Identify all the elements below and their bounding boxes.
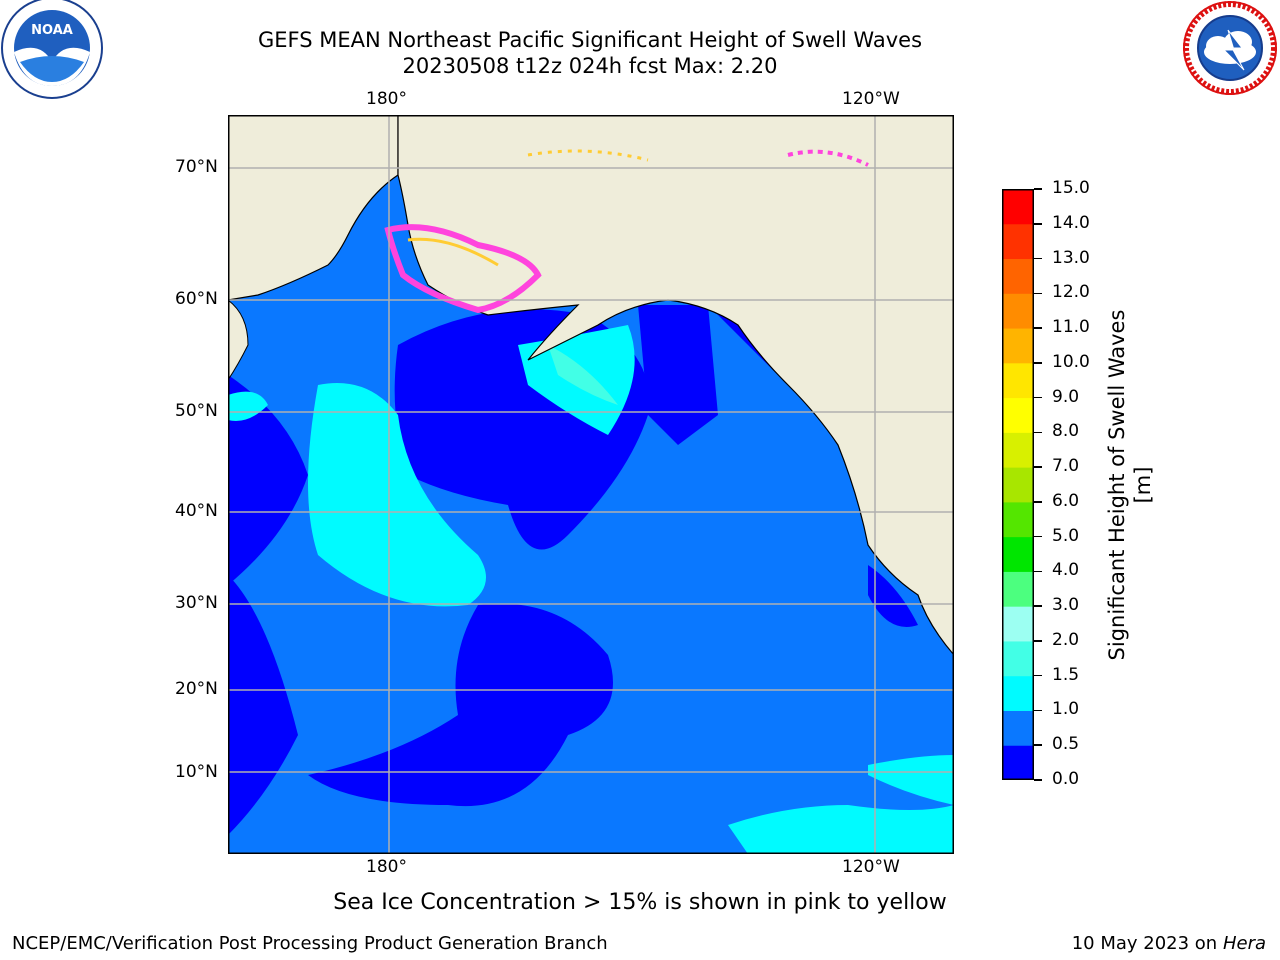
colorbar-tick-label: 3.0 [1052,595,1080,616]
colorbar-segment-12 [1002,328,1034,364]
colorbar-segment-13 [1002,293,1034,329]
lat-label-50n: 50°N [175,401,218,421]
lat-label-60n: 60°N [175,289,218,309]
colorbar-tick-mark [1034,605,1042,607]
colorbar-tick-mark [1034,362,1042,364]
colorbar-tick-mark [1034,779,1042,781]
map-title: GEFS MEAN Northeast Pacific Significant … [257,28,923,52]
colorbar-tick-label: 2.0 [1052,629,1080,650]
lat-label-30n: 30°N [175,593,218,613]
colorbar-tick-mark [1034,431,1042,434]
colorbar-segment-5 [1002,571,1034,607]
map-subtitle-forecast: 20230508 t12z 024h fcst Max: 2.20 [402,54,778,78]
footer-date-text: 10 May 2023 on [1071,933,1218,954]
colorbar-tick-label: 7.0 [1052,456,1080,477]
colorbar-segment-4 [1002,606,1034,642]
lat-label-10n: 10°N [175,762,218,782]
colorbar-tick-label: 15.0 [1052,178,1090,198]
lon-label-bottom-180: 180° [366,857,407,877]
colorbar-segment-11 [1002,362,1034,399]
colorbar [1002,189,1034,781]
lat-label-20n: 20°N [175,679,218,699]
colorbar-tick-mark [1034,501,1042,503]
footer-host: Hera [1222,933,1266,954]
colorbar-tick-mark [1034,744,1042,746]
lon-label-bottom-120w: 120°W [842,857,900,877]
colorbar-tick-label: 6.0 [1052,490,1080,511]
colorbar-tick-label: 12.0 [1052,282,1090,303]
colorbar-segment-7 [1002,501,1034,538]
colorbar-segment-10 [1002,397,1034,433]
colorbar-tick-label: 14.0 [1052,212,1090,233]
colorbar-tick-label: 0.5 [1052,734,1080,755]
colorbar-tick-mark [1034,466,1042,468]
colorbar-tick-mark [1034,188,1042,190]
colorbar-tick-mark [1034,570,1042,573]
low-swell-hawaii [308,603,613,807]
colorbar-tick-label: 5.0 [1052,525,1080,546]
colorbar-tick-mark [1034,674,1042,677]
colorbar-segment-15 [1002,223,1034,260]
colorbar-tick-mark [1034,223,1042,225]
colorbar-segment-6 [1002,536,1034,572]
noaa-logo: NOAA [0,0,105,100]
colorbar-segment-16 [1002,189,1034,225]
sea-ice-note: Sea Ice Concentration > 15% is shown in … [333,890,947,915]
land-asia [227,114,399,301]
colorbar-tick-label: 1.0 [1052,699,1080,720]
colorbar-tick-label: 10.0 [1052,351,1090,372]
noaa-logo-text: NOAA [31,23,73,38]
footer-credit: NCEP/EMC/Verification Post Processing Pr… [12,933,608,954]
map-panel [227,114,955,854]
colorbar-tick-mark [1034,535,1042,538]
colorbar-segment-2 [1002,675,1034,711]
colorbar-label: Significant Height of Swell Waves [m] [1105,309,1155,661]
colorbar-tick-label: 13.0 [1052,247,1090,268]
high-swell-west [308,383,486,607]
lat-label-70n: 70°N [175,157,218,177]
colorbar-tick-mark [1034,709,1042,712]
colorbar-tick-label: 8.0 [1052,421,1080,442]
high-swell-southeast [728,805,954,854]
map-frame [228,115,954,854]
lon-label-top-120w: 120°W [842,89,900,109]
colorbar-segment-14 [1002,258,1034,294]
colorbar-segment-9 [1002,432,1034,468]
footer-date: 10 May 2023 on Hera [1072,933,1266,954]
colorbar-tick-mark [1034,327,1042,329]
lon-label-top-180: 180° [366,89,407,109]
colorbar-segment-8 [1002,467,1034,503]
colorbar-tick-label: 11.0 [1052,317,1090,338]
lat-label-40n: 40°N [175,501,218,521]
sea-ice-bering [384,224,542,314]
colorbar-segment-1 [1002,710,1034,746]
colorbar-tick-label: 0.0 [1052,769,1080,789]
graticule [228,115,954,854]
colorbar-tick-label: 9.0 [1052,386,1080,407]
colorbar-tick-label: 4.0 [1052,560,1080,581]
nws-logo [1180,0,1280,100]
colorbar-tick-mark [1034,396,1042,399]
colorbar-tick-mark [1034,640,1042,642]
colorbar-tick-mark [1034,257,1042,260]
colorbar-tick-mark [1034,292,1042,295]
colorbar-tick-label: 1.5 [1052,664,1080,685]
colorbar-segment-3 [1002,640,1034,677]
map-svg [227,114,955,854]
colorbar-segment-0 [1002,745,1034,781]
